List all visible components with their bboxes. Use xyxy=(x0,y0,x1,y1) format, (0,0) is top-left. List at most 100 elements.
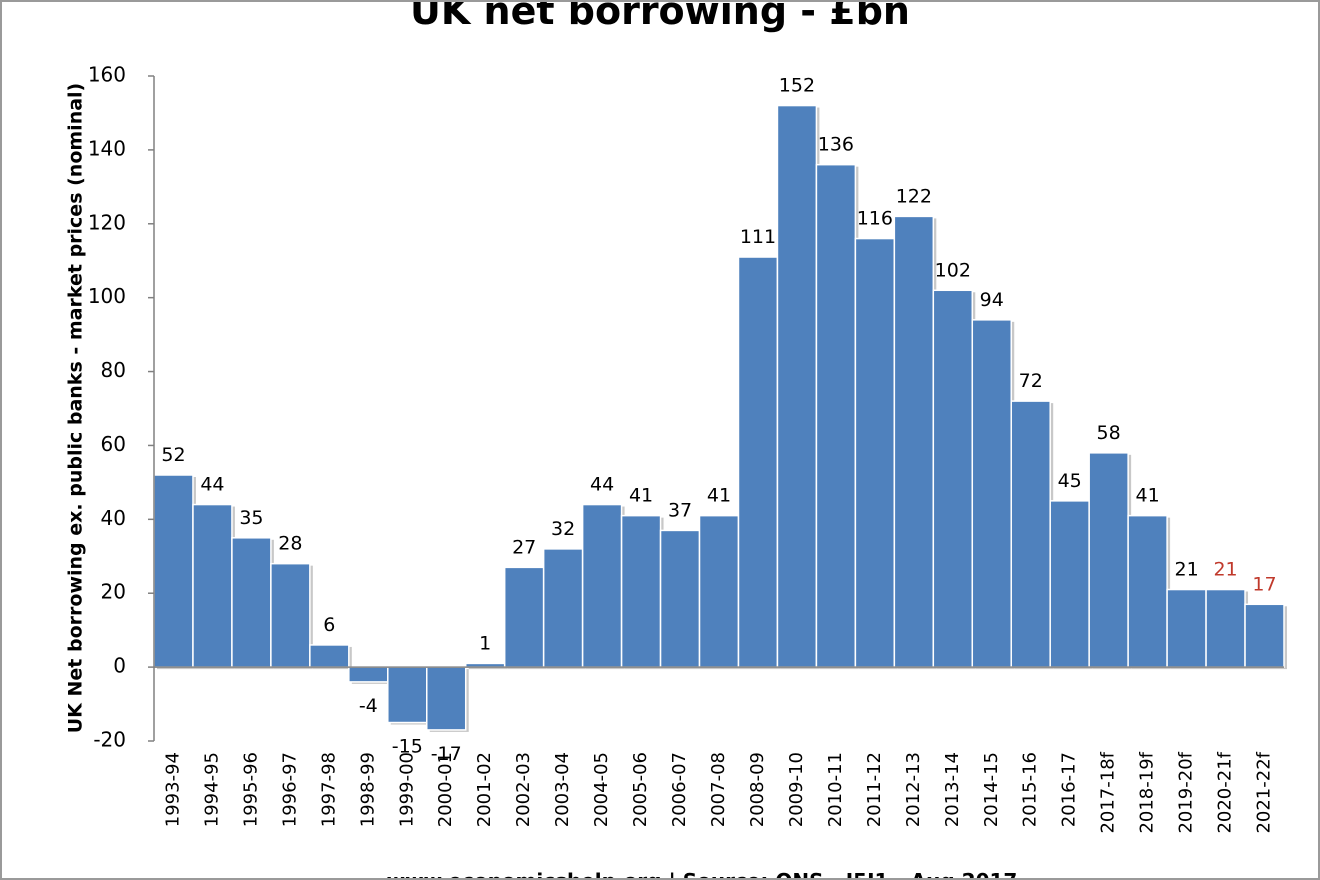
x-tick-label: 1994-95 xyxy=(201,752,222,827)
bar-1999-00 xyxy=(387,666,428,724)
y-tick-label: 0 xyxy=(113,654,126,678)
x-tick-label: 2006-07 xyxy=(669,752,690,827)
data-label: 94 xyxy=(980,289,1004,311)
data-label: 122 xyxy=(896,185,932,207)
data-label: 102 xyxy=(935,259,971,281)
x-tick-label: 2018-19f xyxy=(1137,751,1158,833)
bar-2008-09 xyxy=(737,256,779,668)
y-tick-label: 20 xyxy=(101,580,126,604)
bars xyxy=(153,104,1287,732)
data-label: 44 xyxy=(200,474,224,496)
data-label: -15 xyxy=(392,736,423,758)
bar-1997-98 xyxy=(309,644,350,668)
x-tick-label: 1999-00 xyxy=(396,752,417,827)
y-tick-label: 80 xyxy=(101,358,126,382)
bar-2012-13 xyxy=(893,215,935,668)
bar-2007-08 xyxy=(698,514,740,668)
data-label: 41 xyxy=(629,485,653,507)
data-label: 6 xyxy=(323,614,335,636)
bar-2018-19f xyxy=(1127,514,1168,668)
data-label: 37 xyxy=(668,499,692,521)
bar-2003-04 xyxy=(542,548,584,668)
y-tick-label: 100 xyxy=(88,284,126,308)
x-tick-label: 2020-21f xyxy=(1215,751,1236,833)
x-ticks: 1993-94 1994-95 1995-96 1996-97 1997-98 1998-… xyxy=(162,751,1274,833)
y-tick-label: -20 xyxy=(93,728,126,752)
bar-1996-97 xyxy=(270,562,311,668)
bar-2020-21f xyxy=(1205,588,1246,668)
x-tick-label: 2017-18f xyxy=(1098,751,1119,833)
bar-2002-03 xyxy=(503,566,545,668)
bar-2017-18f xyxy=(1088,452,1129,668)
x-tick-label: 2012-13 xyxy=(903,752,924,827)
data-label: 35 xyxy=(239,507,263,529)
bar-2019-20f xyxy=(1166,588,1207,668)
data-label: 152 xyxy=(779,75,815,97)
data-label: 17 xyxy=(1252,573,1276,595)
data-label: 21 xyxy=(1174,559,1198,581)
x-tick-label: 2016-17 xyxy=(1059,752,1080,827)
data-label: 116 xyxy=(857,208,893,230)
bar-2005-06 xyxy=(620,514,662,668)
x-tick-label: 2011-12 xyxy=(864,752,885,827)
data-label: 41 xyxy=(1136,485,1160,507)
x-tick-label: 1997-98 xyxy=(318,752,339,827)
bar-2011-12 xyxy=(854,237,896,668)
x-tick-label: 2014-15 xyxy=(981,752,1002,827)
x-tick-label: 2019-20f xyxy=(1176,751,1197,833)
x-tick-label: 2004-05 xyxy=(591,752,612,827)
axes xyxy=(153,76,1284,741)
x-tick-label: 2003-04 xyxy=(552,752,573,827)
x-tick-label: 2013-14 xyxy=(942,752,963,827)
y-ticks: -20 0 20 40 60 80 100 120 140 160 xyxy=(88,63,154,752)
data-label: 32 xyxy=(551,518,575,540)
y-tick-label: 120 xyxy=(88,210,126,234)
data-label: -4 xyxy=(359,695,378,717)
x-tick-label: 2008-09 xyxy=(747,752,768,827)
bar-2004-05 xyxy=(581,503,623,668)
bar-2000-01 xyxy=(426,666,467,731)
bar-2021-22f xyxy=(1244,603,1285,668)
y-tick-label: 60 xyxy=(101,432,126,456)
x-tick-label: 2001-02 xyxy=(474,752,495,827)
bar-2013-14 xyxy=(932,289,974,668)
x-tick-label: 2015-16 xyxy=(1020,752,1041,827)
x-tick-label: 1993-94 xyxy=(162,752,183,827)
x-tick-label: 2000-01 xyxy=(435,752,456,827)
bar-2006-07 xyxy=(659,529,701,668)
data-label: 58 xyxy=(1097,422,1121,444)
x-tick-label: 1996-97 xyxy=(279,752,300,827)
y-tick-label: 140 xyxy=(88,136,126,160)
data-label: 52 xyxy=(161,444,185,466)
y-tick-label: 40 xyxy=(101,506,126,530)
x-tick-label: 2009-10 xyxy=(786,752,807,827)
bar-1993-94 xyxy=(153,474,194,668)
data-label: 72 xyxy=(1019,370,1043,392)
x-tick-label: 2021-22f xyxy=(1254,751,1275,833)
bar-1994-95 xyxy=(192,503,233,668)
bar-1998-99 xyxy=(348,666,389,683)
bar-2015-16 xyxy=(1010,400,1051,668)
x-tick-label: 2005-06 xyxy=(630,752,651,827)
bar-1995-96 xyxy=(231,537,272,668)
x-tick-label: 2007-08 xyxy=(708,752,729,827)
data-label: 111 xyxy=(740,226,776,248)
data-label: 44 xyxy=(590,474,614,496)
data-label: 45 xyxy=(1058,470,1082,492)
y-axis-label: UK Net borrowing ex. public banks - mark… xyxy=(65,83,87,734)
x-tick-label: 2010-11 xyxy=(825,752,846,827)
data-label: 27 xyxy=(512,536,536,558)
bar-2014-15 xyxy=(971,319,1012,668)
data-label: 21 xyxy=(1213,559,1237,581)
y-tick-label: 160 xyxy=(88,63,126,87)
chart-title: UK net borrowing - £bn xyxy=(410,2,910,33)
bar-2009-10 xyxy=(776,104,818,668)
bar-2010-11 xyxy=(815,163,857,668)
data-labels: 52 44 35 28 6 -4 -15 -17 1 27 32 44 41 37 41 111 152 136 1… xyxy=(161,75,1276,765)
data-label: 28 xyxy=(278,533,302,555)
data-label: 136 xyxy=(818,134,854,156)
data-label: 41 xyxy=(707,485,731,507)
bar-2016-17 xyxy=(1049,500,1090,668)
